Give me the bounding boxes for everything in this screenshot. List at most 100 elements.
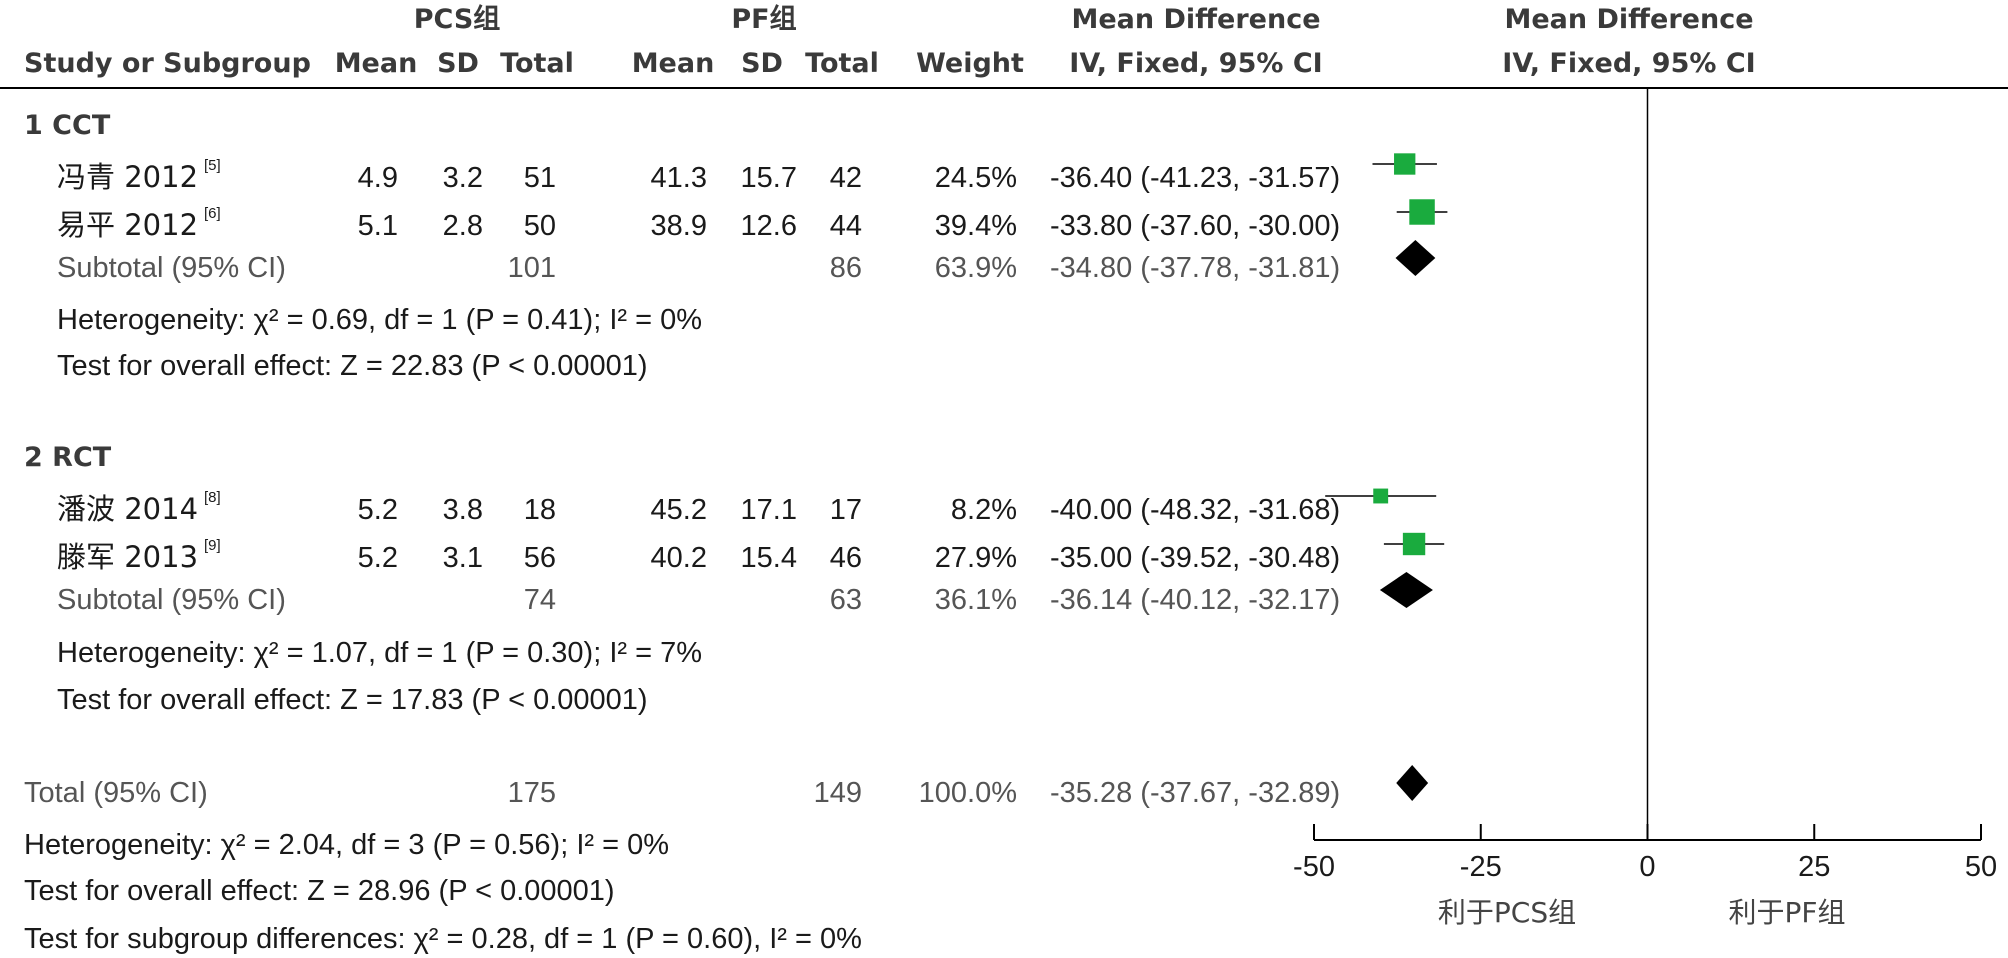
weight-value: 8.2% [951, 494, 1017, 526]
x-tick-label: -25 [1460, 851, 1502, 883]
subtotal-n2: 86 [830, 252, 862, 284]
footer-stats: Heterogeneity: χ² = 2.04, df = 3 (P = 0.… [24, 829, 862, 955]
subgroup-label: 2 RCT [24, 442, 112, 473]
n1-value: 51 [524, 162, 556, 194]
study-name: 冯青 2012 [57, 160, 198, 194]
subtotal-label: Subtotal (95% CI) [57, 584, 286, 616]
study-square [1373, 488, 1389, 504]
ci-text: -35.00 (-39.52, -30.48) [1050, 542, 1340, 574]
subgroup-label: 1 CCT [24, 110, 111, 141]
weight-value: 24.5% [935, 162, 1017, 194]
n2-value: 46 [830, 542, 862, 574]
ci-text: -40.00 (-48.32, -31.68) [1050, 494, 1340, 526]
mean2-value: 38.9 [651, 210, 707, 242]
study-ref: [8] [204, 489, 221, 506]
x-tick-label: 50 [1965, 851, 1997, 883]
ci-text: -36.40 (-41.23, -31.57) [1050, 162, 1340, 194]
heterogeneity-text: Heterogeneity: χ² = 1.07, df = 1 (P = 0.… [57, 637, 702, 669]
mean1-value: 5.1 [358, 210, 398, 242]
subtotal-diamond [1395, 240, 1436, 276]
sd2-value: 15.4 [741, 542, 797, 574]
sd1-header: SD [437, 48, 479, 79]
total-ci-text: -35.28 (-37.67, -32.89) [1050, 777, 1340, 809]
plot-marks [1325, 88, 1649, 840]
subgroup-differences-text: Test for subgroup differences: χ² = 0.28… [24, 923, 862, 955]
study-ref: [6] [204, 205, 221, 222]
md-title-header: Mean Difference [1071, 4, 1320, 35]
n1-value: 18 [524, 494, 556, 526]
mean2-value: 40.2 [651, 542, 707, 574]
study-square [1394, 153, 1416, 175]
study-square [1402, 532, 1426, 556]
total-label: Total (95% CI) [24, 777, 208, 809]
study-ref: [9] [204, 537, 221, 554]
mean1-header: Mean [335, 48, 418, 79]
total-weight: 100.0% [919, 777, 1017, 809]
sd2-header: SD [741, 48, 783, 79]
favours-left-label: 利于PCS组 [1438, 896, 1576, 929]
n1-value: 50 [524, 210, 556, 242]
weight-value: 39.4% [935, 210, 1017, 242]
subtotal-n1: 74 [524, 584, 556, 616]
n1-value: 56 [524, 542, 556, 574]
favours-right-label: 利于PF组 [1729, 896, 1846, 929]
study-column-header: Study or Subgroup [24, 48, 311, 79]
plot-title-header: Mean Difference [1504, 4, 1753, 35]
subtotal-ci-text: -36.14 (-40.12, -32.17) [1050, 584, 1340, 616]
mean1-value: 5.2 [358, 542, 398, 574]
overall-effect-text: Test for overall effect: Z = 22.83 (P < … [57, 350, 648, 382]
n2-value: 17 [830, 494, 862, 526]
total-diamond [1396, 765, 1429, 801]
heterogeneity-text: Heterogeneity: χ² = 0.69, df = 1 (P = 0.… [57, 304, 702, 336]
subtotal-n2: 63 [830, 584, 862, 616]
subtotal-weight: 63.9% [935, 252, 1017, 284]
study-name: 潘波 2014 [57, 492, 198, 526]
study-name: 易平 2012 [57, 208, 198, 242]
subgroup-cct: 1 CCT 冯青 2012 [5] 4.9 3.2 51 41.3 15.7 4… [24, 110, 1340, 382]
group1-header: PCS组 [414, 3, 501, 35]
total-row: Total (95% CI) 175 149 100.0% -35.28 (-3… [24, 777, 1340, 809]
md-method-header: IV, Fixed, 95% CI [1069, 48, 1322, 79]
total-overall-effect-text: Test for overall effect: Z = 28.96 (P < … [24, 875, 615, 907]
subtotal-diamond [1379, 572, 1433, 608]
subtotal-ci-text: -34.80 (-37.78, -31.81) [1050, 252, 1340, 284]
study-name: 滕军 2013 [57, 540, 198, 574]
study-row: 滕军 2013 [9] 5.2 3.1 56 40.2 15.4 46 27.9… [57, 537, 1340, 574]
sd1-value: 3.1 [443, 542, 483, 574]
mean2-value: 45.2 [651, 494, 707, 526]
n2-value: 44 [830, 210, 862, 242]
group2-header: PF组 [731, 3, 796, 35]
subgroup-rct: 2 RCT 潘波 2014 [8] 5.2 3.8 18 45.2 17.1 1… [24, 442, 1340, 716]
sd1-value: 3.2 [443, 162, 483, 194]
study-row: 易平 2012 [6] 5.1 2.8 50 38.9 12.6 44 39.4… [57, 205, 1340, 242]
x-axis: -50 -25 0 25 50 [1293, 824, 1997, 883]
study-square [1409, 199, 1435, 225]
total-heterogeneity-text: Heterogeneity: χ² = 2.04, df = 3 (P = 0.… [24, 829, 669, 861]
x-tick-label: 25 [1798, 851, 1830, 883]
subtotal-label: Subtotal (95% CI) [57, 252, 286, 284]
x-tick-label: 0 [1639, 851, 1655, 883]
subtotal-row: Subtotal (95% CI) 101 86 63.9% -34.80 (-… [57, 252, 1340, 284]
x-tick-label: -50 [1293, 851, 1335, 883]
sd2-value: 15.7 [741, 162, 797, 194]
mean1-value: 5.2 [358, 494, 398, 526]
mean2-value: 41.3 [651, 162, 707, 194]
n2-value: 42 [830, 162, 862, 194]
weight-value: 27.9% [935, 542, 1017, 574]
subtotal-weight: 36.1% [935, 584, 1017, 616]
sd1-value: 3.8 [443, 494, 483, 526]
overall-effect-text: Test for overall effect: Z = 17.83 (P < … [57, 684, 648, 716]
mean2-header: Mean [632, 48, 715, 79]
total1-header: Total [500, 48, 574, 79]
sd2-value: 17.1 [741, 494, 797, 526]
study-row: 冯青 2012 [5] 4.9 3.2 51 41.3 15.7 42 24.5… [57, 157, 1340, 194]
subtotal-row: Subtotal (95% CI) 74 63 36.1% -36.14 (-4… [57, 584, 1340, 616]
total-n1: 175 [508, 777, 556, 809]
total2-header: Total [805, 48, 879, 79]
sd1-value: 2.8 [443, 210, 483, 242]
study-row: 潘波 2014 [8] 5.2 3.8 18 45.2 17.1 17 8.2%… [57, 489, 1340, 526]
weight-header: Weight [916, 48, 1024, 79]
mean1-value: 4.9 [358, 162, 398, 194]
total-n2: 149 [814, 777, 862, 809]
